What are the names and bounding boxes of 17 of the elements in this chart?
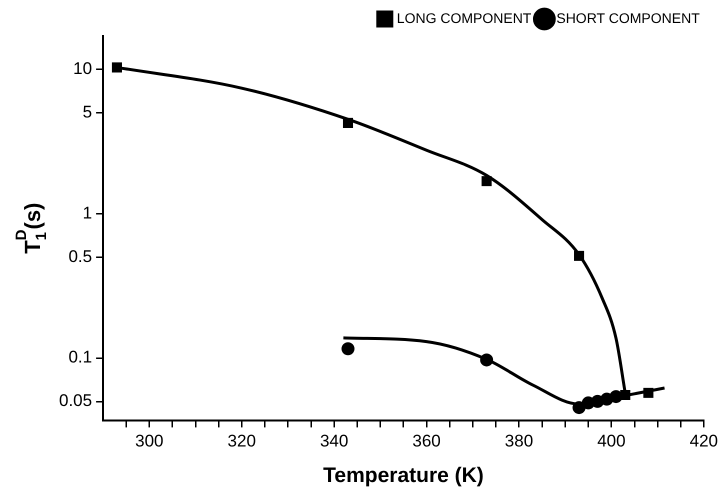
y-tick-label: 10 bbox=[73, 58, 92, 78]
y-tick-label: 0.1 bbox=[68, 348, 92, 367]
x-tick-label: 300 bbox=[135, 431, 164, 450]
x-axis-title: Temperature (K) bbox=[323, 464, 484, 488]
x-tick-label: 380 bbox=[504, 431, 534, 450]
legend-label: SHORT COMPONENT bbox=[556, 10, 700, 26]
y-tick-label: 0.05 bbox=[58, 391, 92, 410]
x-tick-label: 420 bbox=[690, 431, 718, 450]
x-tick-label: 320 bbox=[228, 431, 256, 450]
y-tick-label: 0.5 bbox=[68, 246, 92, 266]
x-tick-label: 360 bbox=[412, 431, 441, 450]
x-tick-label: 400 bbox=[597, 431, 626, 450]
x-tick-label: 340 bbox=[320, 431, 348, 450]
legend-label: LONG COMPONENT bbox=[396, 10, 532, 26]
y-axis-title: T1D(s) bbox=[13, 202, 50, 254]
y-tick-label: 1 bbox=[82, 203, 92, 222]
y-tick-label: 5 bbox=[82, 102, 92, 122]
